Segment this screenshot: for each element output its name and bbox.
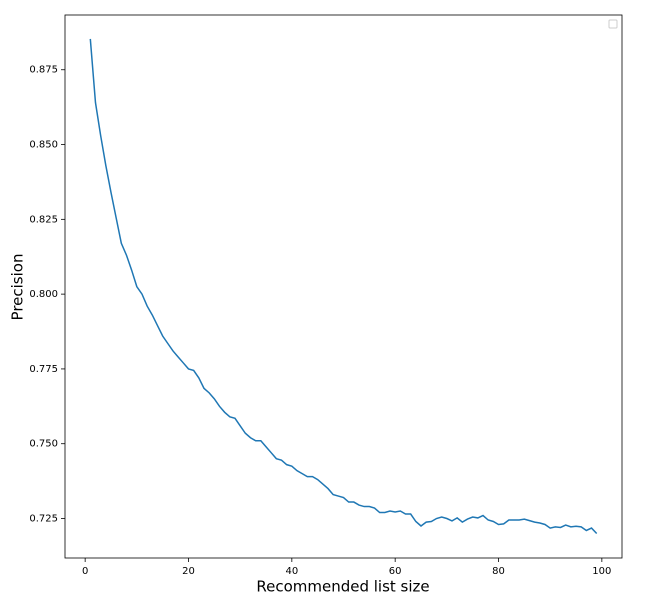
x-axis-label: Recommended list size [256,578,429,596]
data-line [89,38,598,534]
x-tick-label: 20 [182,566,195,577]
x-tick-label: 100 [592,566,611,577]
legend-box [608,19,618,29]
y-tick-label: 0.750 [29,439,58,450]
y-tick-label: 0.825 [29,214,58,225]
y-tick-label: 0.800 [29,289,58,300]
y-tick-label: 0.850 [29,140,58,151]
x-tick-label: 0 [82,566,88,577]
x-tick-label: 40 [285,566,298,577]
y-axis-label: Precision [9,254,27,321]
y-tick-label: 0.875 [29,65,58,76]
y-tick-label: 0.725 [29,514,58,525]
y-tick-label: 0.775 [29,364,58,375]
x-tick-label: 60 [389,566,402,577]
plot-frame [64,14,623,559]
x-tick-label: 80 [492,566,505,577]
